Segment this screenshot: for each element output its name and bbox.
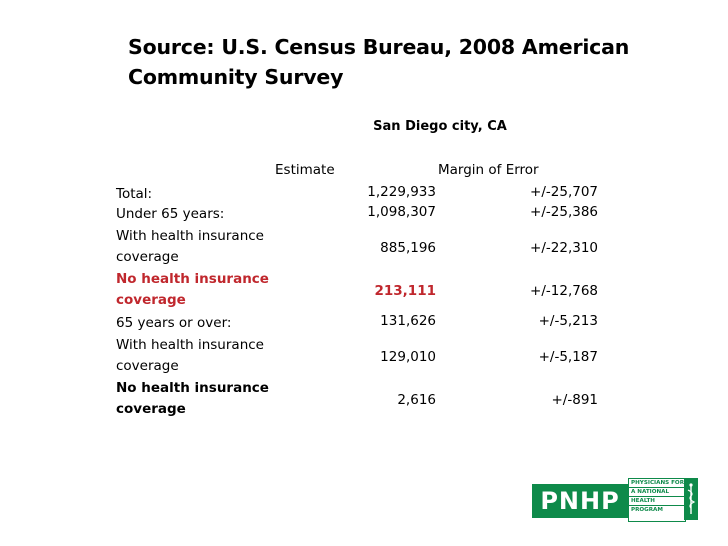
logo-tagline-line: HEALTH [629, 497, 685, 506]
row-margin: +/-22,310 [530, 240, 598, 256]
row-margin: +/-25,386 [530, 204, 598, 220]
logo-wordmark-box: PNHP [532, 484, 628, 518]
logo-tagline: PHYSICIANS FOR A NATIONAL HEALTH PROGRAM [628, 478, 686, 522]
caduceus-icon [684, 478, 698, 520]
logo-tagline-line: PHYSICIANS FOR [629, 480, 685, 488]
row-margin: +/-5,213 [538, 313, 598, 329]
row-estimate: 2,616 [397, 392, 436, 408]
row-estimate: 131,626 [380, 313, 436, 329]
estimate-column-header: Estimate [275, 162, 335, 178]
location-heading: San Diego city, CA [373, 119, 507, 134]
row-label: With health insurance coverage [116, 337, 264, 374]
row-estimate: 129,010 [380, 349, 436, 365]
row-estimate: 213,111 [374, 283, 437, 299]
row-label: Under 65 years: [116, 206, 225, 222]
row-margin: +/-25,707 [530, 184, 598, 200]
row-margin: +/-5,187 [538, 349, 598, 365]
row-margin: +/-12,768 [530, 283, 598, 299]
row-estimate: 1,098,307 [367, 204, 436, 220]
logo-wordmark: PNHP [540, 487, 620, 515]
margin-column-header: Margin of Error [438, 162, 539, 178]
row-margin: +/-891 [551, 392, 599, 408]
logo-tagline-line: PROGRAM [631, 507, 663, 513]
row-label: With health insurance coverage [116, 228, 264, 265]
row-label: No health insurance coverage [116, 380, 269, 417]
pnhp-logo: PNHP PHYSICIANS FOR A NATIONAL HEALTH PR… [532, 474, 700, 522]
slide-title: Source: U.S. Census Bureau, 2008 America… [128, 35, 630, 89]
row-label: No health insurance coverage [116, 271, 269, 308]
row-label: 65 years or over: [116, 315, 232, 331]
row-label: Total: [116, 186, 153, 202]
row-estimate: 1,229,933 [367, 184, 436, 200]
logo-tagline-line: A NATIONAL [629, 488, 685, 497]
row-estimate: 885,196 [380, 240, 436, 256]
